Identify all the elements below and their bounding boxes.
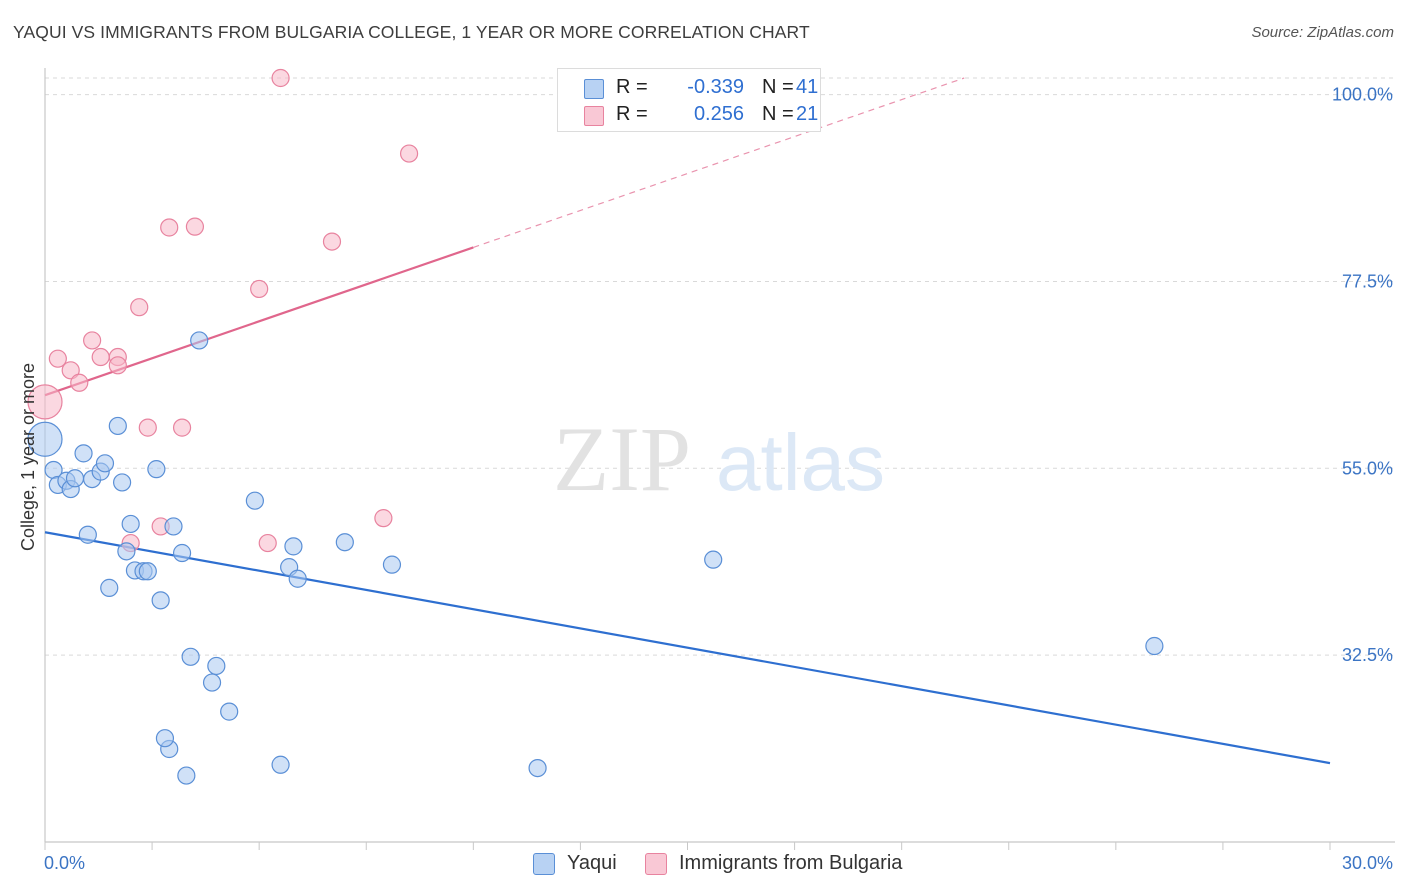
series-legend: Yaqui Immigrants from Bulgaria <box>0 851 1406 881</box>
yaqui-point <box>65 469 85 488</box>
bulgaria-trend-extension <box>473 77 965 248</box>
y-axis-title: College, 1 year or more <box>18 363 38 551</box>
r-label: R = <box>616 103 648 125</box>
yaqui-point <box>190 331 209 350</box>
yaqui-point <box>177 766 196 785</box>
yaqui-point <box>202 673 222 692</box>
x-tick-label: 30.0% <box>1342 853 1393 873</box>
yaqui-point <box>100 578 119 597</box>
bulgaria-point <box>322 232 342 251</box>
yaqui-point <box>220 702 239 721</box>
bulgaria-point <box>250 279 269 299</box>
r-label: R = <box>616 76 648 98</box>
yaqui-point <box>335 533 354 552</box>
yaqui-point <box>108 416 127 436</box>
bulgaria-point <box>160 218 179 237</box>
yaqui-point <box>27 421 63 457</box>
yaqui-point <box>95 454 115 473</box>
watermark-atlas: atlas <box>716 418 885 507</box>
x-tick-label: 0.0% <box>44 853 85 873</box>
y-tick-label: 100.0% <box>1332 85 1393 105</box>
bulgaria-point <box>83 331 102 350</box>
yaqui-point <box>172 543 192 563</box>
source-label: Source: ZipAtlas.com <box>1251 24 1394 41</box>
bulgaria-point <box>27 384 63 420</box>
n-label: N = <box>762 76 794 98</box>
yaqui-point <box>147 460 166 479</box>
yaqui-point <box>112 473 132 492</box>
yaqui-point <box>284 537 303 556</box>
yaqui-swatch <box>533 853 555 875</box>
yaqui-point <box>245 491 264 510</box>
yaqui-point <box>181 647 200 666</box>
bulgaria-point <box>258 533 277 553</box>
y-tick-label: 32.5% <box>1342 645 1393 665</box>
stats-legend: R = -0.339 N = 41 R = 0.256 N = 21 <box>557 68 821 132</box>
bulgaria-point <box>61 361 80 380</box>
yaqui-point <box>74 444 93 463</box>
watermark: ZIP atlas <box>553 408 885 510</box>
bulgaria-trend-line <box>44 246 474 397</box>
bulgaria-point <box>172 418 192 437</box>
bulgaria-point <box>399 144 419 163</box>
yaqui-point <box>207 656 226 676</box>
yaqui-point <box>1145 636 1164 656</box>
bulgaria-point <box>48 349 67 368</box>
legend-label: Immigrants from Bulgaria <box>679 852 903 874</box>
tick-labels: 32.5% 55.0% 77.5% 100.0% 0.0% 30.0% <box>44 85 1393 873</box>
watermark-zip: ZIP <box>553 408 691 510</box>
bulgaria-point <box>271 68 290 88</box>
y-tick-label: 55.0% <box>1342 458 1393 478</box>
yaqui-point <box>288 569 307 588</box>
yaqui-point <box>164 517 183 536</box>
bulgaria-point <box>108 356 127 375</box>
bulgaria-swatch <box>584 106 604 126</box>
bulgaria-point <box>70 373 89 392</box>
r-value: -0.339 <box>687 76 744 98</box>
yaqui-trend-line <box>44 531 1331 765</box>
n-label: N = <box>762 103 794 125</box>
yaqui-swatch <box>584 79 604 99</box>
n-value: 41 <box>796 76 819 98</box>
legend-label: Yaqui <box>567 852 617 874</box>
yaqui-point <box>271 755 290 774</box>
chart-title: YAQUI VS IMMIGRANTS FROM BULGARIA COLLEG… <box>13 22 810 42</box>
yaqui-point <box>121 514 140 534</box>
yaqui-point <box>704 550 723 569</box>
r-value: 0.256 <box>693 103 744 125</box>
yaqui-point <box>382 555 402 574</box>
yaqui-point <box>117 542 136 561</box>
yaqui-point <box>528 758 547 778</box>
n-value: 21 <box>796 103 819 125</box>
bulgaria-point <box>130 298 149 317</box>
yaqui-point <box>138 562 157 581</box>
yaqui-point <box>78 525 97 544</box>
y-tick-label: 77.5% <box>1342 271 1393 291</box>
yaqui-point <box>155 729 175 748</box>
bulgaria-point <box>138 418 157 437</box>
yaqui-point <box>151 591 170 610</box>
bulgaria-point <box>374 509 393 528</box>
bulgaria-swatch <box>645 853 667 875</box>
bulgaria-point <box>91 347 110 367</box>
data-points <box>27 68 1164 785</box>
bulgaria-point <box>185 217 205 236</box>
